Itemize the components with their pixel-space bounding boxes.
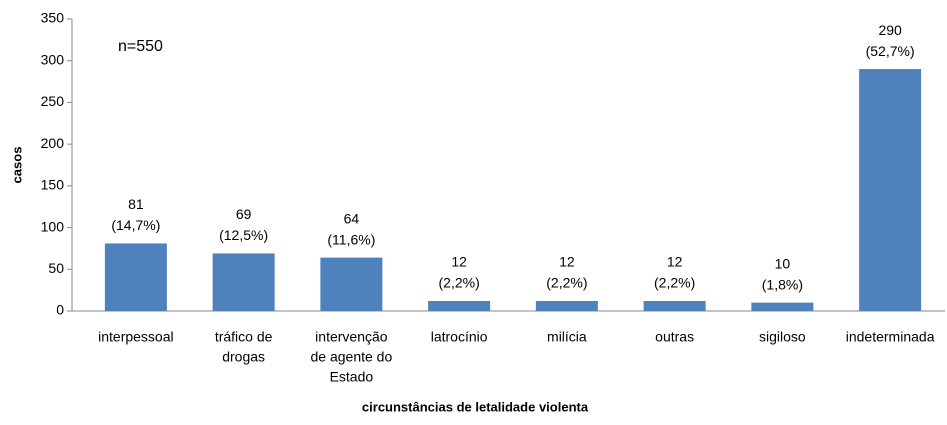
x-tick-label: outras <box>655 329 694 345</box>
x-axis-label: circunstâncias de letalidade violenta <box>362 399 589 414</box>
bar <box>751 302 814 311</box>
value-label: 10 <box>775 255 791 271</box>
bar <box>104 243 167 311</box>
y-tick-label: 150 <box>41 177 65 193</box>
value-label: 290 <box>878 22 902 38</box>
x-tick-label: Estado <box>330 369 374 385</box>
y-tick-label: 100 <box>41 218 65 234</box>
value-label: 12 <box>559 254 575 270</box>
annotation: n=550 <box>118 38 163 55</box>
y-tick-label: 350 <box>41 10 65 26</box>
share-label: (2,2%) <box>546 275 587 291</box>
share-label: (1,8%) <box>762 276 803 292</box>
x-tick-label: de agente do <box>311 349 393 365</box>
x-tick-label: sigiloso <box>759 329 806 345</box>
share-label: (12,5%) <box>219 227 268 243</box>
bar <box>643 300 706 311</box>
value-label: 12 <box>451 254 467 270</box>
value-label: 69 <box>236 206 252 222</box>
bar <box>535 300 598 311</box>
bar <box>320 257 383 311</box>
x-tick-label: drogas <box>222 349 265 365</box>
value-label: 81 <box>128 196 144 212</box>
bar <box>428 300 491 311</box>
x-tick-label: indeterminada <box>846 329 935 345</box>
value-label: 12 <box>667 254 683 270</box>
x-tick-label: intervenção <box>315 329 388 345</box>
y-tick-label: 200 <box>41 135 65 151</box>
share-label: (14,7%) <box>111 217 160 233</box>
share-label: (2,2%) <box>439 275 480 291</box>
y-tick-label: 0 <box>56 302 64 318</box>
x-tick-label: milícia <box>547 329 587 345</box>
y-tick-label: 300 <box>41 51 65 67</box>
share-label: (11,6%) <box>327 231 375 247</box>
x-tick-label: tráfico de <box>215 329 273 345</box>
share-label: (52,7%) <box>866 43 915 59</box>
y-tick-label: 250 <box>41 93 65 109</box>
y-axis-label: casos <box>9 147 24 184</box>
x-tick-label: latrocínio <box>431 329 488 345</box>
bar <box>212 253 275 311</box>
value-label: 64 <box>344 210 360 226</box>
bar <box>859 69 922 311</box>
share-label: (2,2%) <box>654 275 695 291</box>
x-tick-label: interpessoal <box>98 329 174 345</box>
y-tick-label: 50 <box>48 260 64 276</box>
